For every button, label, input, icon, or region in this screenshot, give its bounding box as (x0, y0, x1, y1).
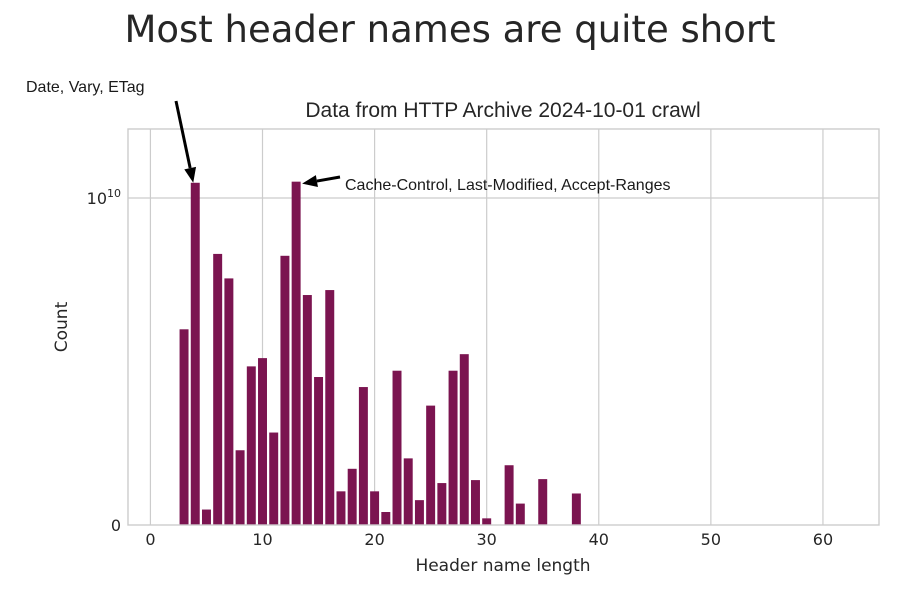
y-tick-label: 1010 (87, 187, 121, 208)
bar (370, 491, 380, 525)
x-tick-label: 30 (477, 530, 497, 549)
bar (269, 432, 279, 525)
bar (448, 370, 458, 525)
x-tick-label: 50 (701, 530, 721, 549)
bar (179, 329, 189, 525)
bar (201, 509, 211, 525)
bar (482, 518, 492, 525)
x-tick-label: 10 (252, 530, 272, 549)
bar (336, 491, 346, 525)
x-tick-label: 60 (813, 530, 833, 549)
bar (190, 182, 200, 525)
annotation-arrow-head (184, 166, 197, 183)
ticks: 0 10 20 30 40 50 60 0 1010 (87, 187, 833, 549)
bar (246, 366, 256, 525)
bar (392, 370, 402, 525)
annotations: Date, Vary, ETag Cache-Control, Last-Modi… (26, 79, 671, 194)
plot-frame (127, 128, 880, 526)
annotation-arrow (174, 100, 192, 169)
bar (235, 450, 245, 525)
chart-title: Data from HTTP Archive 2024-10-01 crawl (305, 99, 700, 122)
bar (302, 295, 312, 525)
bar (571, 493, 581, 525)
y-axis-label: Count (52, 301, 72, 352)
y-tick-label: 0 (111, 516, 121, 535)
bars (179, 181, 581, 526)
bar (291, 181, 301, 525)
x-tick-label: 0 (145, 530, 155, 549)
annotation-label: Cache-Control, Last-Modified, Accept-Ran… (345, 177, 671, 194)
bar (347, 468, 357, 525)
bar (426, 405, 436, 525)
x-tick-label: 40 (589, 530, 609, 549)
x-axis-label: Header name length (415, 556, 590, 576)
bar (381, 512, 391, 525)
bar (414, 500, 424, 525)
bar (314, 377, 324, 525)
annotation-arrow-head (302, 175, 318, 187)
bar (403, 458, 413, 525)
bar (224, 278, 234, 525)
bar (470, 480, 480, 525)
grid (128, 129, 879, 525)
bar (358, 387, 368, 525)
bar (437, 483, 447, 525)
annotation-label: Date, Vary, ETag (26, 79, 145, 96)
bar (504, 465, 514, 525)
annotation-arrow (316, 175, 341, 183)
bar (459, 354, 469, 525)
bar (538, 479, 548, 525)
figure-title: Most header names are quite short (124, 8, 775, 51)
bar (280, 255, 290, 525)
bar (515, 503, 525, 525)
bar (258, 358, 267, 525)
x-tick-label: 20 (364, 530, 384, 549)
bar (325, 290, 335, 525)
bar (213, 253, 223, 526)
